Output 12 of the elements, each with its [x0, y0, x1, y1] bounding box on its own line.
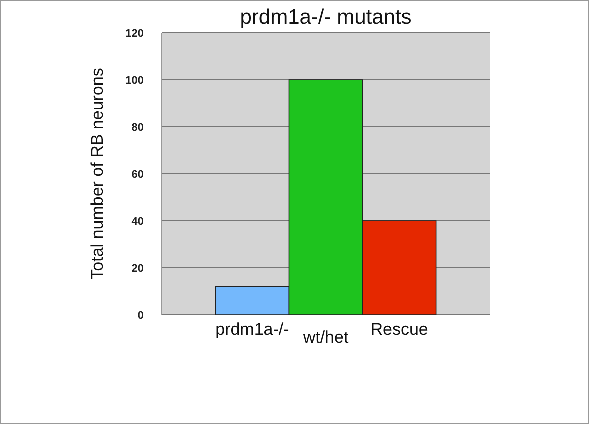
x-tick-label: prdm1a-/- — [216, 320, 290, 339]
chart-title: prdm1a-/- mutants — [240, 6, 412, 29]
x-tick-label: wt/het — [302, 328, 349, 347]
y-tick-label: 0 — [138, 310, 144, 322]
y-tick-label: 60 — [132, 168, 144, 181]
y-tick-label: 20 — [132, 262, 144, 275]
y-tick-label: 120 — [126, 28, 144, 40]
y-axis-title: Total number of RB neurons — [88, 68, 107, 280]
y-tick-label: 100 — [126, 74, 144, 87]
y-tick-label: 40 — [132, 216, 144, 228]
x-tick-label: Rescue — [370, 320, 428, 339]
y-tick-label: 80 — [132, 122, 144, 134]
